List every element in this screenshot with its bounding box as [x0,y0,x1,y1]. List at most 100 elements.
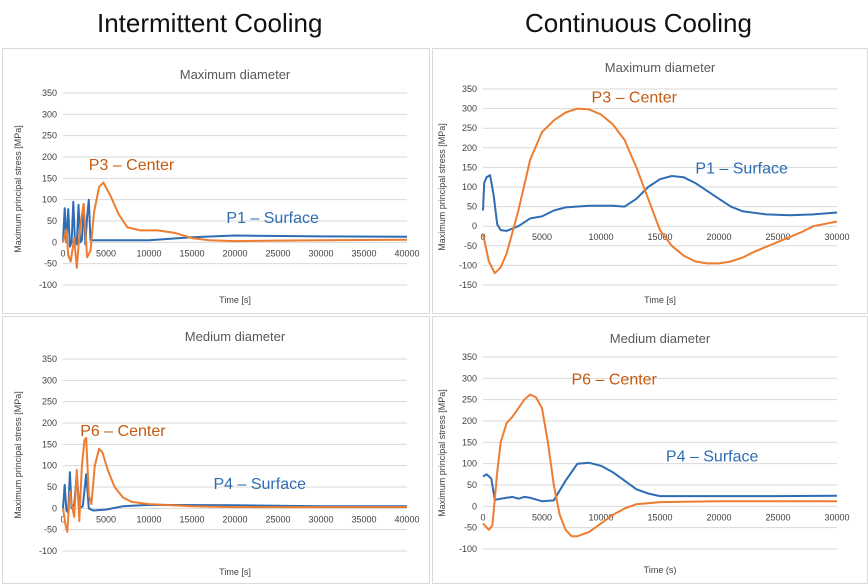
chart-title: Maximum diameter [180,67,291,82]
x-tick-label: 30000 [824,232,849,242]
chart-svg: Maximum diameter -150 -100 -50 0 50 100 150 200 2… [437,60,850,305]
y-tick-label: 250 [462,395,477,405]
y-tick-label: 50 [47,482,57,492]
y-tick-label: 100 [462,459,477,469]
chart-title: Medium diameter [185,329,286,344]
series-annotation: P1 – Surface [695,160,788,177]
x-axis-label: Time [s] [219,567,251,577]
y-tick-label: 50 [467,202,477,212]
y-tick-label: 150 [462,437,477,447]
series-annotation: P6 – Center [572,372,658,389]
chart-title: Maximum diameter [605,60,716,75]
y-tick-label: 350 [462,352,477,362]
series-annotation: P4 – Surface [214,476,307,493]
y-tick-label: -100 [39,546,57,556]
chart-svg: Maximum diameter-100-5005010015020025030… [13,67,420,305]
y-tick-label: -50 [464,241,477,251]
x-tick-label: 30000 [308,514,333,524]
y-tick-label: 100 [42,195,57,205]
series-annotation: P3 – Center [592,90,678,107]
y-tick-label: 0 [472,221,477,231]
y-tick-label: 300 [462,373,477,383]
intermittent-cooling-heading: Intermittent Cooling [97,8,323,38]
chart-intermittent-maximum-diameter: Maximum diameter -100 -50 0 50 100 150 200 250 30… [2,48,430,314]
y-tick-label: -100 [459,260,477,270]
series-line-p6-center [62,436,407,533]
y-tick-label: 300 [42,109,57,119]
x-tick-label: 0 [480,512,485,522]
continuous-cooling-heading: Continuous Cooling [525,8,752,38]
y-axis-label: Maximum principal stress [MPa] [437,123,447,251]
x-tick-label: 20000 [222,248,247,258]
x-tick-label: 10000 [136,248,161,258]
y-tick-label: -100 [459,544,477,554]
x-tick-label: 5000 [532,232,552,242]
y-tick-label: -50 [464,523,477,533]
x-tick-label: 20000 [706,232,731,242]
x-tick-label: 5000 [96,514,116,524]
x-tick-label: 15000 [179,248,204,258]
y-tick-label: 300 [42,375,57,385]
chart-title: Medium diameter [610,331,711,346]
y-tick-label: 350 [42,88,57,98]
x-tick-label: 15000 [179,514,204,524]
chart-svg: Medium diameter-100-50050100150200250300… [437,331,850,575]
series-line-p3-center [62,181,408,269]
chart-intermittent-medium-diameter: Medium diameter -100 -50 0 50 100 150 200 250 300… [2,316,430,584]
x-tick-label: 40000 [394,248,419,258]
y-tick-label: 200 [462,416,477,426]
series-annotation: P4 – Surface [666,449,759,466]
y-axis-label: Maximum principal stress [MPa] [437,389,447,517]
x-tick-label: 20000 [706,512,731,522]
y-tick-label: -100 [39,280,57,290]
series-annotation: P3 – Center [89,157,175,174]
series-line-p6-center [482,393,837,538]
x-tick-label: 10000 [588,512,613,522]
x-tick-label: 35000 [351,248,376,258]
series-line-p1-surface [482,174,838,232]
y-tick-label: 250 [462,123,477,133]
y-tick-label: 200 [462,143,477,153]
x-tick-label: 0 [60,514,65,524]
x-tick-label: 30000 [308,248,333,258]
x-tick-label: 25000 [765,232,790,242]
x-tick-label: 35000 [351,514,376,524]
chart-continuous-maximum-diameter: Maximum diameter -150 -100 -50 0 50 100 150 200 2… [432,48,868,314]
y-tick-label: 100 [42,461,57,471]
y-tick-label: 350 [462,84,477,94]
x-tick-label: 15000 [647,512,672,522]
y-tick-label: 300 [462,104,477,114]
y-tick-label: 50 [47,216,57,226]
y-tick-label: 0 [472,501,477,511]
x-tick-label: 25000 [765,512,790,522]
series-annotation: P1 – Surface [226,210,319,227]
x-tick-label: 15000 [647,232,672,242]
y-tick-label: -50 [44,525,57,535]
y-tick-label: 100 [462,182,477,192]
y-axis-label: Maximum principal stress [MPa] [13,125,23,253]
y-tick-label: 250 [42,131,57,141]
y-tick-label: -50 [44,259,57,269]
series-line-p1-surface [62,198,408,248]
chart-svg: Medium diameter-100-50050100150200250300… [13,329,420,577]
series-annotation: P6 – Center [80,423,166,440]
x-axis-label: Time [s] [219,295,251,305]
x-tick-label: 10000 [136,514,161,524]
y-tick-label: 200 [42,152,57,162]
y-tick-label: 250 [42,397,57,407]
y-tick-label: 50 [467,480,477,490]
x-tick-label: 30000 [824,512,849,522]
x-tick-label: 25000 [265,514,290,524]
chart-continuous-medium-diameter: Medium diameter -100 -50 0 50 100 150 200 250 300… [432,316,868,584]
x-tick-label: 5000 [96,248,116,258]
y-tick-label: 150 [42,173,57,183]
x-axis-label: Time [s] [644,295,676,305]
y-tick-label: 200 [42,418,57,428]
x-tick-label: 20000 [222,514,247,524]
x-tick-label: 10000 [588,232,613,242]
x-tick-label: 40000 [394,514,419,524]
y-tick-label: 150 [42,439,57,449]
y-tick-label: 350 [42,354,57,364]
y-tick-label: 0 [52,503,57,513]
x-axis-label: Time (s) [644,565,677,575]
